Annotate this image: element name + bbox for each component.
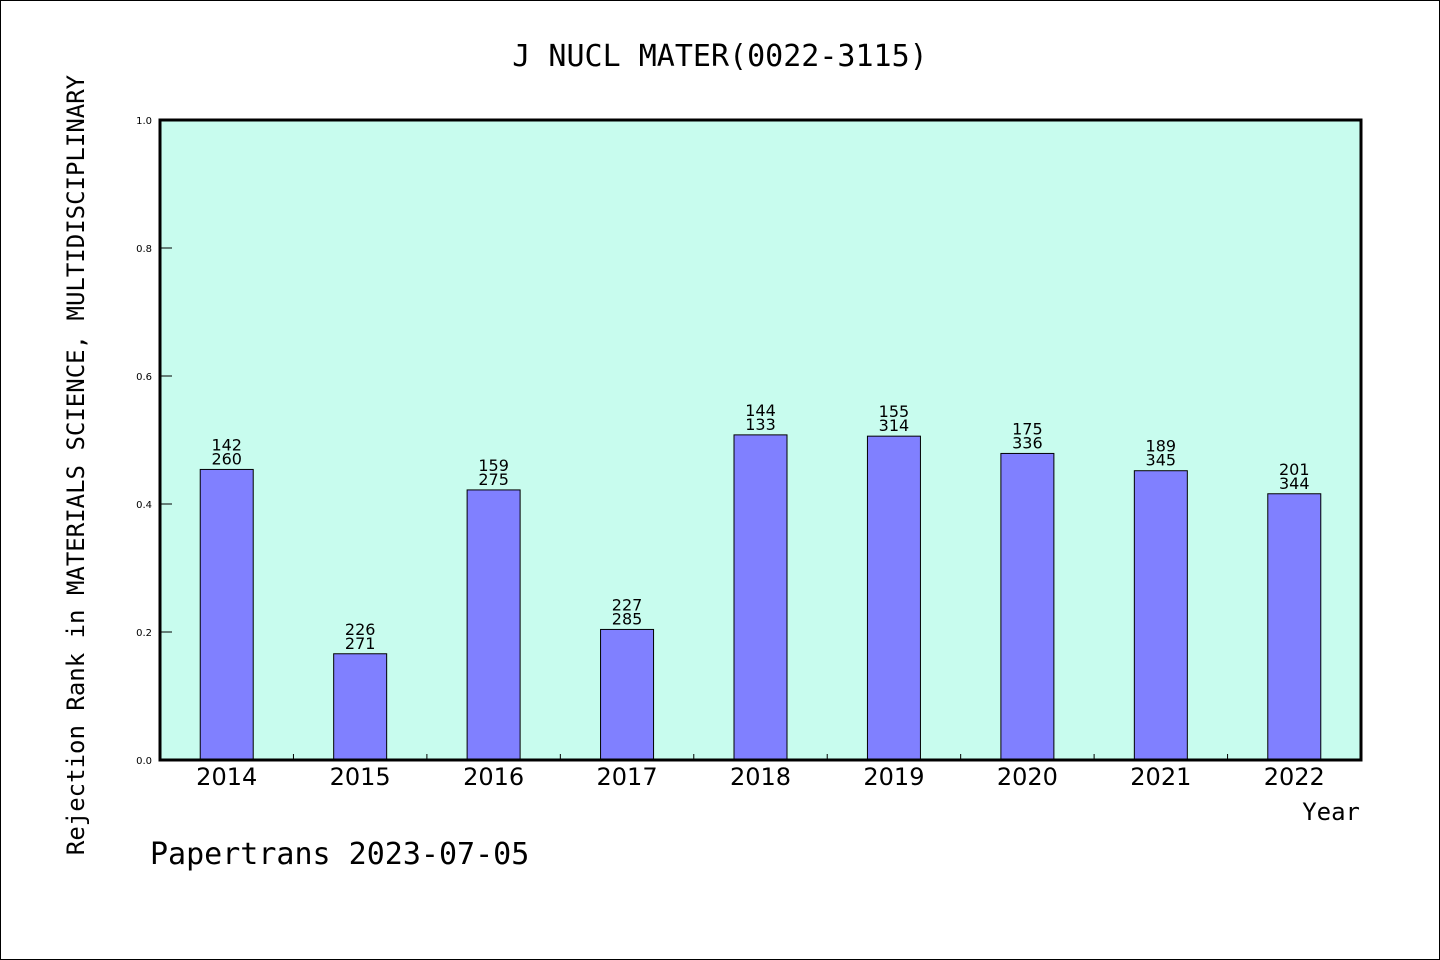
x-tick-label: 2021: [1130, 763, 1191, 791]
bar-label-top: 159: [478, 456, 509, 475]
plot-border: [158, 118, 1363, 762]
bar-label-top: 155: [879, 402, 910, 421]
bar-label-bottom: 260: [211, 449, 242, 468]
bar-2020: [1000, 452, 1055, 761]
footer-credit: Papertrans 2023-07-05: [150, 837, 529, 872]
x-tick-label: 2014: [196, 763, 257, 791]
x-tick-label: 2015: [330, 763, 391, 791]
bar-label-bottom: 271: [345, 634, 376, 653]
x-tick-label: 2017: [597, 763, 658, 791]
y-tick-label: 0.0: [136, 756, 152, 767]
bar-label-bottom: 133: [745, 415, 776, 434]
x-tick-label: 2016: [463, 763, 524, 791]
bar-label-top: 175: [1012, 419, 1043, 438]
bar-label-bottom: 314: [879, 416, 910, 435]
bar-2022: [1267, 493, 1322, 761]
bar-label-top: 227: [612, 595, 643, 614]
bar-label-bottom: 285: [612, 609, 643, 628]
bar-label-top: 189: [1146, 437, 1177, 456]
y-tick-label: 0.8: [136, 244, 152, 255]
bar-label-bottom: 345: [1146, 451, 1177, 470]
bar-2014: [199, 468, 254, 761]
y-tick-label: 1.0: [136, 116, 152, 127]
x-tick-label: 2018: [730, 763, 791, 791]
bar-2018: [733, 434, 788, 761]
bar-2017: [600, 628, 655, 761]
y-tick-label: 0.4: [136, 500, 152, 511]
bar-label-top: 226: [345, 620, 376, 639]
bar-2021: [1133, 470, 1188, 761]
y-tick-label: 0.6: [136, 372, 152, 383]
bar-label-bottom: 275: [478, 470, 509, 489]
chart-title: J NUCL MATER(0022-3115): [512, 39, 927, 74]
bar-label-bottom: 344: [1279, 474, 1310, 493]
x-tick-label: 2022: [1264, 763, 1325, 791]
bar-2015: [333, 653, 388, 761]
bar-2016: [466, 489, 521, 761]
bar-label-top: 142: [211, 435, 242, 454]
x-tick-label: 2019: [863, 763, 924, 791]
x-axis-label: Year: [1302, 798, 1360, 826]
bar-label-top: 144: [745, 401, 776, 420]
x-tick-label: 2020: [997, 763, 1058, 791]
bar-label-bottom: 336: [1012, 433, 1043, 452]
bar-label-top: 201: [1279, 460, 1310, 479]
y-tick-label: 0.2: [136, 628, 152, 639]
y-axis-label: Rejection Rank in MATERIALS SCIENCE, MUL…: [62, 74, 90, 855]
bar-2019: [866, 435, 921, 761]
